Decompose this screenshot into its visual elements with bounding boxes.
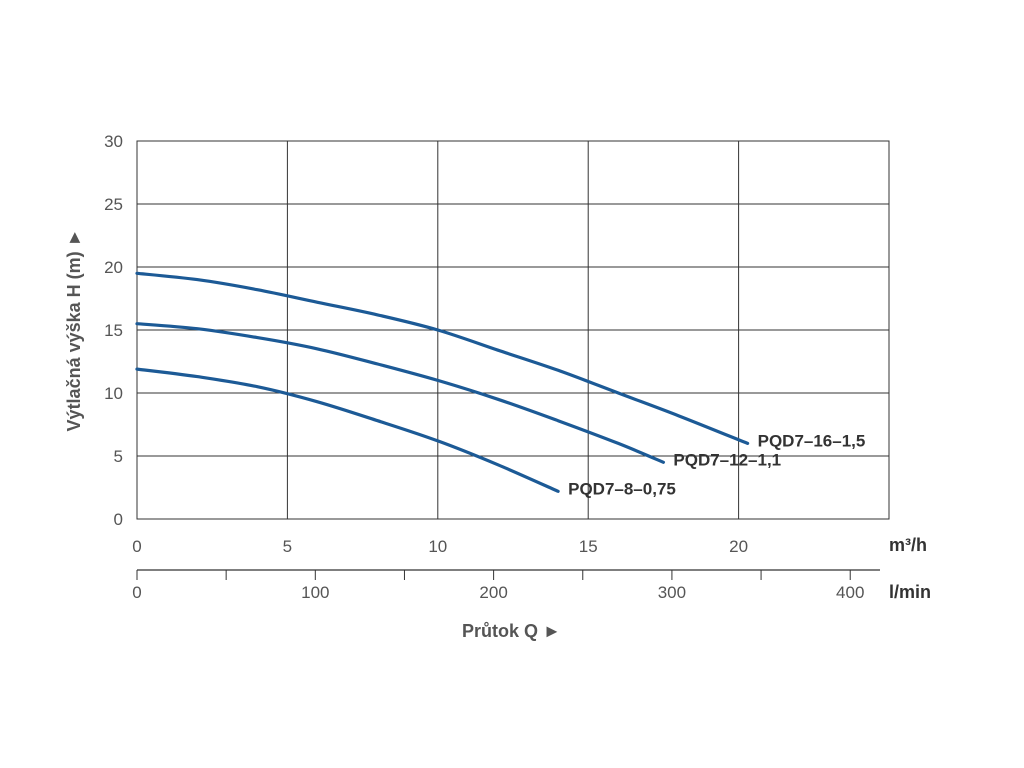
- series-curve: [135, 322, 665, 464]
- y-tick-label: 10: [104, 384, 123, 403]
- secondary-x-axis: 0 100 200 300 400: [132, 569, 880, 602]
- x2-tick-label: 100: [301, 583, 329, 602]
- x-tick-label: 15: [579, 537, 598, 556]
- y-tick-label: 0: [114, 510, 123, 529]
- series-label: PQD7–16–1,5: [758, 431, 866, 450]
- x-axis-title: Průtok Q ►: [462, 621, 561, 641]
- series-curve: [135, 271, 750, 445]
- x2-unit-lmin: l/min: [889, 582, 931, 602]
- y-tick-label: 30: [104, 132, 123, 151]
- x-unit-m3h: m³/h: [889, 535, 927, 555]
- series-label: PQD7–8–0,75: [568, 479, 676, 498]
- x2-tick-label: 200: [479, 583, 507, 602]
- x-tick-label: 0: [132, 537, 141, 556]
- y-tick-label: 25: [104, 195, 123, 214]
- x2-tick-label: 0: [132, 583, 141, 602]
- y-tick-label: 20: [104, 258, 123, 277]
- x-tick-labels: 0 5 10 15 20: [132, 537, 748, 556]
- y-axis-title: Výtlačná výška H (m) ►: [64, 229, 84, 432]
- x-tick-label: 10: [428, 537, 447, 556]
- y-tick-labels: 0 5 10 15 20 25 30: [104, 132, 123, 529]
- plot-frame: [136, 140, 890, 520]
- x2-tick-label: 300: [658, 583, 686, 602]
- series-curves: [135, 271, 750, 493]
- x-tick-label: 5: [283, 537, 292, 556]
- grid-lines: [137, 141, 889, 519]
- series-curve: [135, 367, 560, 493]
- y-tick-label: 15: [104, 321, 123, 340]
- series-label: PQD7–12–1,1: [673, 450, 781, 469]
- x2-tick-label: 400: [836, 583, 864, 602]
- y-tick-label: 5: [114, 447, 123, 466]
- x-tick-label: 20: [729, 537, 748, 556]
